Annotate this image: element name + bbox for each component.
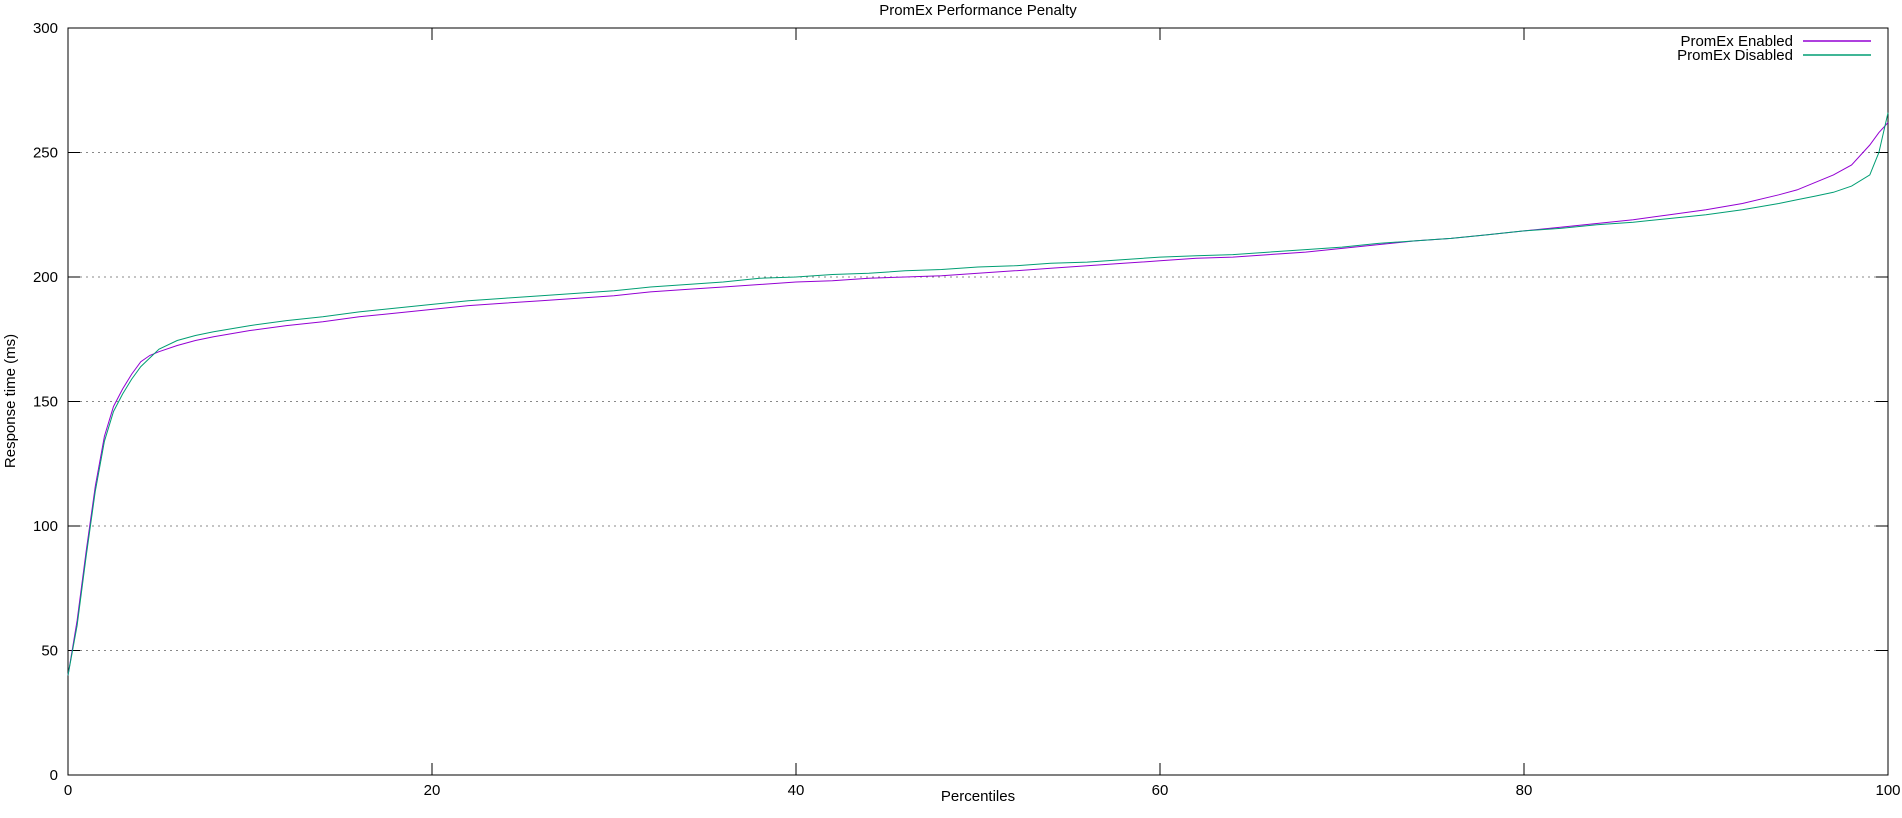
xtick-label-0: 0 (64, 782, 72, 799)
plot-border (67, 27, 1889, 776)
ytick-label-0: 0 (50, 767, 58, 784)
series-line-promex-enabled (67, 122, 1889, 676)
legend-entry-promex-enabled: PromEx Enabled (1680, 33, 1871, 50)
ytick-label-200: 200 (33, 269, 58, 286)
tick-labels: 0 50 100 150 200 250 300 0 20 40 60 80 100 (33, 20, 1901, 799)
ytick-label-100: 100 (33, 518, 58, 535)
ytick-label-300: 300 (33, 20, 58, 37)
xtick-label-40: 40 (788, 782, 805, 799)
y-axis-label: Response time (ms) (2, 334, 19, 468)
xtick-label-60: 60 (1152, 782, 1169, 799)
series-lines (67, 112, 1889, 676)
xtick-label-100: 100 (1875, 782, 1900, 799)
x-axis-label: Percentiles (941, 788, 1015, 805)
ytick-label-150: 150 (33, 394, 58, 411)
xtick-label-80: 80 (1516, 782, 1533, 799)
legend-entry-promex-disabled: PromEx Disabled (1677, 47, 1871, 64)
series-line-promex-disabled (67, 112, 1889, 676)
ytick-label-50: 50 (41, 643, 58, 660)
ytick-label-250: 250 (33, 145, 58, 162)
chart-title: PromEx Performance Penalty (879, 2, 1077, 19)
xtick-label-20: 20 (424, 782, 441, 799)
grid-lines (68, 152, 1888, 651)
legend-label: PromEx Disabled (1677, 47, 1793, 64)
axis-ticks (67, 27, 1889, 776)
legend-label: PromEx Enabled (1680, 33, 1793, 50)
